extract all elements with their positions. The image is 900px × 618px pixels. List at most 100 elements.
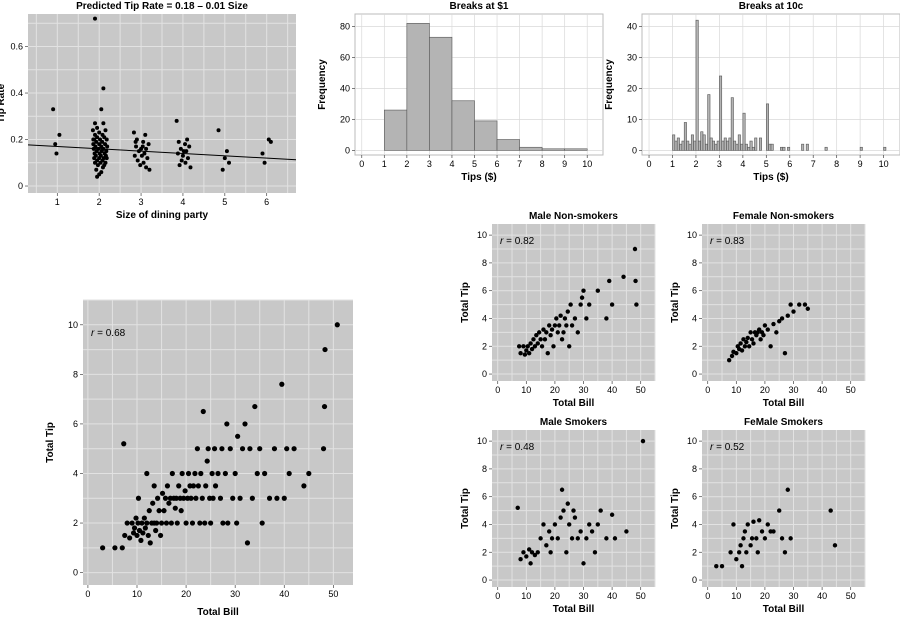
- data-point: [227, 446, 233, 452]
- histogram-bar: [693, 140, 697, 151]
- y-tick-label: 8: [692, 464, 697, 474]
- data-point: [542, 337, 548, 342]
- data-point: [155, 495, 161, 501]
- data-point: [204, 458, 210, 464]
- data-point: [746, 344, 752, 349]
- data-point: [632, 246, 638, 252]
- histogram-bar: [705, 143, 708, 151]
- plot-area: [641, 13, 900, 156]
- data-point: [179, 158, 184, 163]
- correlation-label: r = 0.52: [710, 442, 745, 453]
- data-point: [539, 344, 545, 349]
- data-point: [726, 357, 732, 363]
- data-point: [532, 552, 538, 558]
- data-point: [122, 532, 128, 539]
- data-point: [518, 557, 523, 562]
- data-point: [788, 536, 793, 541]
- data-point: [536, 330, 542, 335]
- data-point: [797, 302, 802, 307]
- histogram-bar: [787, 146, 791, 151]
- histogram-bar: [859, 146, 863, 151]
- x-tick-label: 20: [550, 591, 560, 601]
- data-point: [134, 532, 140, 539]
- data-point: [119, 545, 125, 551]
- x-tick-label: 30: [789, 591, 799, 601]
- y-tick-label: 40: [340, 83, 350, 93]
- y-axis-label: Frequency: [317, 59, 328, 110]
- data-point: [220, 520, 226, 526]
- data-point: [159, 490, 166, 496]
- x-axis-label: Total Bill: [763, 398, 805, 409]
- data-point: [234, 520, 240, 526]
- x-axis-label: Tips ($): [753, 172, 788, 183]
- x-tick-label: 40: [279, 589, 289, 599]
- data-point: [102, 135, 107, 140]
- data-point: [541, 522, 546, 527]
- y-tick-label: 0.2: [10, 135, 23, 145]
- y-tick-label: 4: [73, 468, 78, 478]
- x-tick-label: 10: [521, 385, 531, 395]
- data-point: [176, 483, 182, 489]
- data-point: [210, 495, 216, 501]
- histogram-bar: [766, 103, 769, 151]
- data-point: [224, 149, 229, 154]
- data-point: [762, 323, 768, 328]
- plot-area: [702, 430, 865, 587]
- chart-title: Male Smokers: [540, 417, 608, 428]
- data-point: [805, 306, 811, 311]
- data-point: [584, 316, 589, 321]
- x-tick-label: 0: [359, 159, 364, 169]
- data-point: [91, 146, 96, 151]
- histogram-bar: [742, 112, 746, 151]
- data-point: [568, 302, 573, 307]
- data-point: [181, 149, 186, 154]
- data-point: [739, 348, 745, 353]
- data-point: [199, 495, 205, 501]
- data-point: [286, 470, 292, 477]
- x-tick-label: 20: [760, 385, 770, 395]
- data-point: [51, 107, 56, 112]
- y-tick-label: 4: [692, 519, 697, 529]
- histogram-bar: [782, 146, 786, 151]
- y-tick-label: 6: [692, 492, 697, 502]
- x-tick-label: 30: [579, 591, 589, 601]
- data-point: [604, 316, 609, 321]
- data-point: [578, 529, 583, 534]
- histogram-bar: [751, 146, 755, 151]
- y-axis-label: Total Tip: [460, 282, 471, 323]
- data-point: [791, 309, 796, 314]
- chart-male-s: 0 10 20 30 40 50 0 2 4 6 8 10 Male Smokers Total Bill…: [460, 417, 656, 615]
- data-point: [179, 470, 185, 477]
- y-tick-label: 60: [340, 52, 350, 62]
- data-point: [549, 536, 555, 541]
- data-point: [607, 278, 612, 284]
- data-point: [177, 163, 182, 168]
- data-point: [751, 519, 756, 524]
- histogram-bar: [519, 146, 543, 151]
- data-point: [571, 508, 576, 513]
- x-tick-label: 10: [521, 591, 531, 601]
- data-point: [172, 505, 178, 511]
- data-point: [777, 508, 782, 513]
- data-point: [249, 495, 255, 501]
- data-point: [785, 487, 790, 492]
- x-tick-label: 6: [495, 159, 500, 169]
- y-tick-label: 40: [627, 21, 637, 31]
- histogram-bar: [883, 146, 887, 151]
- data-point: [728, 550, 733, 555]
- histogram-bar: [740, 143, 744, 151]
- y-tick-label: 10: [477, 230, 487, 240]
- histogram-bar: [744, 143, 748, 151]
- x-tick-label: 7: [811, 159, 816, 169]
- data-point: [548, 332, 553, 338]
- data-point: [575, 536, 580, 541]
- data-point: [551, 344, 556, 349]
- x-tick-label: 50: [636, 591, 646, 601]
- data-point: [183, 160, 188, 165]
- data-point: [558, 515, 563, 520]
- y-tick-label: 6: [73, 419, 78, 429]
- y-tick-label: 10: [687, 230, 697, 240]
- x-tick-label: 2: [97, 197, 102, 207]
- data-point: [541, 327, 546, 332]
- x-axis-label: Size of dining party: [116, 210, 209, 221]
